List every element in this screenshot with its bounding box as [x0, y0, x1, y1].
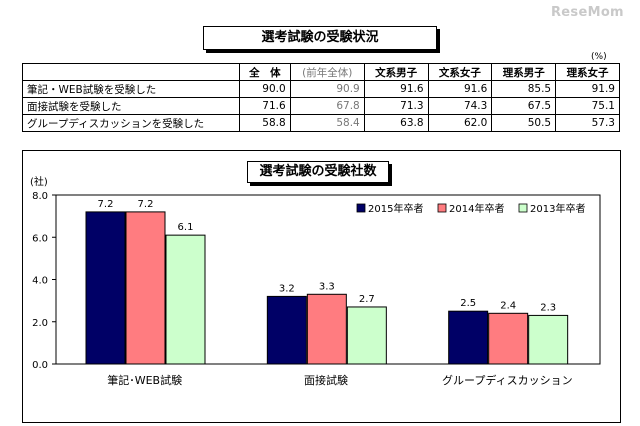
bar — [125, 211, 166, 365]
bar — [85, 211, 126, 365]
legend-swatch — [356, 203, 366, 213]
bar — [528, 314, 569, 365]
bar — [448, 310, 489, 365]
table-title: 選考試験の受験状況 — [203, 26, 437, 50]
resemom-logo: ReseMom — [551, 5, 624, 20]
data-label: 3.3 — [319, 281, 335, 292]
data-label: 7.2 — [138, 199, 154, 210]
legend-swatch — [437, 203, 447, 213]
row-label: グループディスカッションを受験した — [22, 114, 240, 132]
bar — [306, 293, 347, 365]
column-header: 文系女子 — [427, 63, 493, 81]
y-axis-label: (社) — [30, 175, 48, 188]
percent-unit-label: (%) — [591, 52, 607, 62]
data-label: 2.5 — [460, 298, 476, 309]
table-header-row: 全 体 (前年全体) 文系男子 文系女子 理系男子 理系女子 — [22, 63, 620, 81]
data-label: 7.2 — [98, 199, 114, 210]
table-cell: 57.3 — [555, 114, 620, 132]
data-label: 2.3 — [540, 302, 556, 313]
y-tick-label: 8.0 — [32, 191, 48, 202]
table-row: 筆記・WEB試験を受験した 90.0 90.9 91.6 91.6 85.5 9… — [22, 80, 620, 98]
legend-label: 2014年卒者 — [449, 202, 504, 215]
bar — [346, 306, 387, 365]
exam-status-table: 全 体 (前年全体) 文系男子 文系女子 理系男子 理系女子 筆記・WEB試験を… — [22, 63, 620, 132]
y-tick-label: 2.0 — [32, 318, 48, 329]
y-tick-label: 6.0 — [32, 233, 48, 244]
data-label: 2.7 — [359, 294, 375, 305]
legend-label: 2013年卒者 — [530, 202, 585, 215]
chart-title: 選考試験の受験社数 — [247, 161, 389, 183]
y-tick-label: 0.0 — [32, 360, 48, 371]
x-tick-label: 面接試験 — [304, 373, 348, 387]
bar — [488, 312, 529, 365]
x-tick-label: 筆記･WEB試験 — [107, 373, 182, 387]
column-header: 理系女子 — [555, 63, 620, 81]
data-label: 6.1 — [178, 222, 194, 233]
table-cell-previous-year: 58.4 — [289, 114, 365, 132]
table-cell: 50.5 — [491, 114, 557, 132]
data-label: 2.4 — [500, 300, 516, 311]
x-tick-label: グループディスカッション — [442, 373, 573, 387]
data-label: 3.2 — [279, 283, 295, 294]
y-tick-label: 4.0 — [32, 276, 48, 287]
table-cell: 91.9 — [555, 80, 620, 98]
bar — [266, 295, 307, 365]
bar — [165, 234, 206, 365]
row-label: 筆記・WEB試験を受験した — [22, 80, 240, 98]
legend-swatch — [518, 203, 528, 213]
table-cell: 63.8 — [363, 114, 429, 132]
legend-label: 2015年卒者 — [368, 202, 423, 215]
table-cell: 74.3 — [427, 97, 493, 115]
table-row: グループディスカッションを受験した 58.8 58.4 63.8 62.0 50… — [22, 114, 620, 132]
